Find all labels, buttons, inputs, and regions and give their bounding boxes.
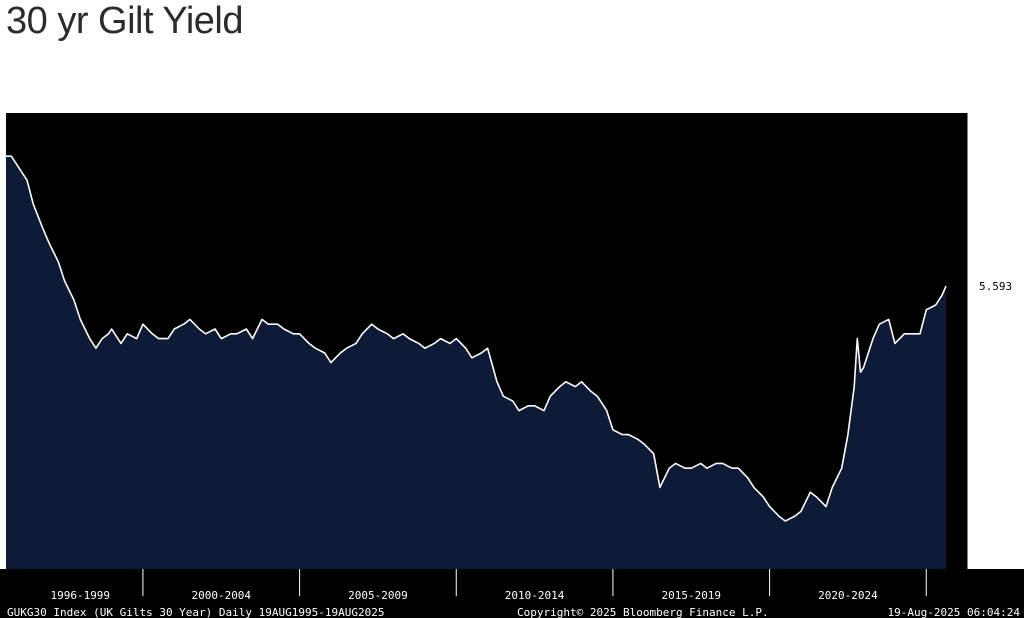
x-period-label: 2000-2004 (191, 589, 251, 602)
x-period-label: 2020-2024 (818, 589, 878, 602)
y-tick-label: 8.000 (977, 165, 1010, 178)
y-tick-label: 1.000 (977, 501, 1010, 514)
footer-center-text: Copyright© 2025 Bloomberg Finance L.P. (517, 606, 769, 618)
x-period-label: 2005-2009 (348, 589, 408, 602)
x-period-label: 1996-1999 (50, 589, 110, 602)
y-tick-label: 5.000 (977, 309, 1010, 322)
yield-line (6, 155, 947, 522)
y-tick-label: 2.000 (977, 453, 1010, 466)
y-tick-label: 7.000 (977, 213, 1010, 226)
footer-left-text: GUKG30 Index (UK Gilts 30 Year) Daily 19… (7, 606, 385, 618)
y-tick-label: 3.000 (977, 405, 1010, 418)
page-title: 30 yr Gilt Yield (6, 0, 244, 42)
last-value-marker (972, 279, 1018, 294)
y-tick-label: 6.000 (977, 261, 1010, 274)
y-tick-label: 0.000 (977, 549, 1010, 562)
x-period-label: 2010-2014 (505, 589, 565, 602)
y-tick-label: 9.000 (977, 117, 1010, 130)
y-tick-label: 4.000 (977, 357, 1010, 370)
footer-right-text: 19-Aug-2025 06:04:24 (888, 606, 1021, 618)
footer-background (0, 569, 1024, 618)
last-value-label: 5.593 (979, 280, 1012, 293)
x-period-label: 2015-2019 (661, 589, 721, 602)
yield-area (6, 156, 946, 569)
